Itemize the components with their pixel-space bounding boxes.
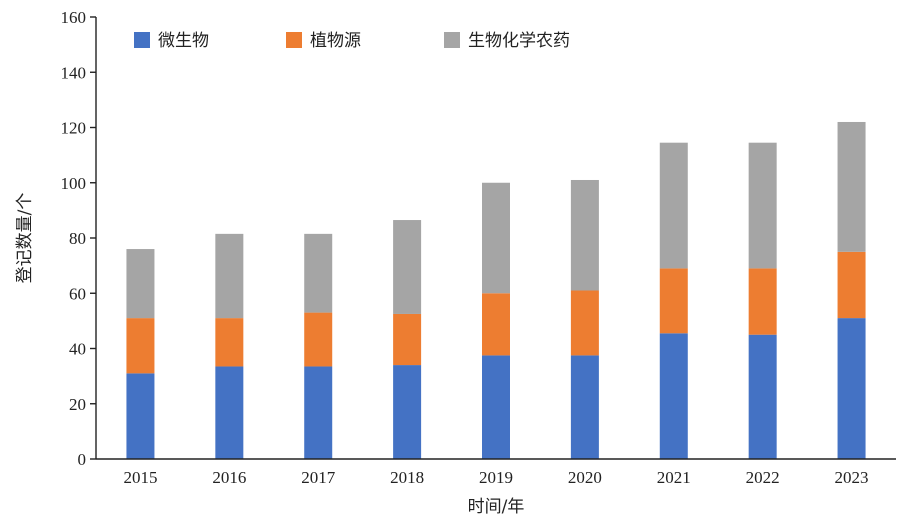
bar-segment-2-2016 — [215, 318, 244, 367]
x-tick-label: 2020 — [568, 468, 602, 487]
bar-segment-2-2019 — [482, 293, 510, 356]
x-tick-label: 2015 — [123, 468, 157, 487]
bar-segment-1-2016 — [215, 366, 244, 459]
x-tick-label: 2018 — [390, 468, 424, 487]
bar-segment-2-2018 — [393, 313, 422, 366]
y-tick-label: 160 — [61, 8, 87, 27]
bar-segment-3-2016 — [215, 233, 244, 319]
x-tick-label: 2022 — [746, 468, 780, 487]
bar-segment-2-2023 — [837, 251, 866, 319]
legend-swatch — [444, 32, 460, 48]
x-tick-label: 2017 — [301, 468, 336, 487]
y-tick-label: 140 — [61, 63, 87, 82]
y-tick-label: 60 — [69, 284, 86, 303]
x-tick-label: 2021 — [657, 468, 691, 487]
bar-segment-3-2023 — [837, 121, 866, 252]
bar-segment-3-2017 — [304, 233, 333, 313]
bar-segment-3-2020 — [570, 179, 599, 291]
legend: 微生物 植物源 生物化学农药 — [134, 31, 570, 51]
y-tick-label: 40 — [69, 340, 86, 359]
bar-segment-1-2023 — [837, 318, 866, 459]
bar-segment-1-2020 — [570, 355, 599, 459]
legend-label: 植物源 — [310, 31, 361, 51]
y-tick-label: 80 — [69, 229, 86, 248]
y-tick-label: 20 — [69, 395, 86, 414]
y-tick-label: 100 — [61, 174, 87, 193]
legend-swatch — [134, 32, 150, 48]
bars-layer — [126, 121, 866, 459]
y-ticks: 0 20 40 60 80 100 120 140 160 — [61, 8, 96, 469]
bar-segment-3-2022 — [748, 142, 777, 269]
bar-segment-2-2021 — [659, 268, 688, 334]
bar-segment-1-2022 — [748, 334, 777, 459]
legend-swatch — [286, 32, 302, 48]
bar-segment-1-2017 — [304, 366, 333, 459]
y-axis-title: 登记数量/个 — [15, 193, 35, 284]
y-tick-label: 0 — [78, 450, 87, 469]
bar-segment-2-2015 — [126, 318, 155, 374]
legend-label: 微生物 — [158, 31, 209, 51]
x-ticks: 2015 2016 2017 2018 2019 2020 2021 2022 2023 — [123, 468, 868, 487]
bar-segment-2-2017 — [304, 312, 333, 367]
bar-segment-3-2019 — [482, 182, 510, 294]
bar-segment-3-2021 — [659, 142, 688, 269]
bar-segment-3-2018 — [393, 220, 422, 314]
bar-segment-2-2020 — [570, 290, 599, 356]
x-tick-label: 2016 — [212, 468, 246, 487]
x-axis-title: 时间/年 — [468, 497, 525, 517]
bar-segment-1-2018 — [393, 365, 422, 459]
bar-segment-1-2019 — [482, 355, 510, 459]
bar-segment-1-2015 — [126, 373, 155, 459]
x-tick-label: 2019 — [479, 468, 513, 487]
bar-segment-3-2015 — [126, 249, 155, 319]
legend-label: 生物化学农药 — [468, 31, 570, 51]
y-tick-label: 120 — [61, 119, 87, 138]
bar-segment-2-2022 — [748, 268, 777, 335]
bar-segment-1-2021 — [659, 333, 688, 459]
x-tick-label: 2023 — [835, 468, 869, 487]
